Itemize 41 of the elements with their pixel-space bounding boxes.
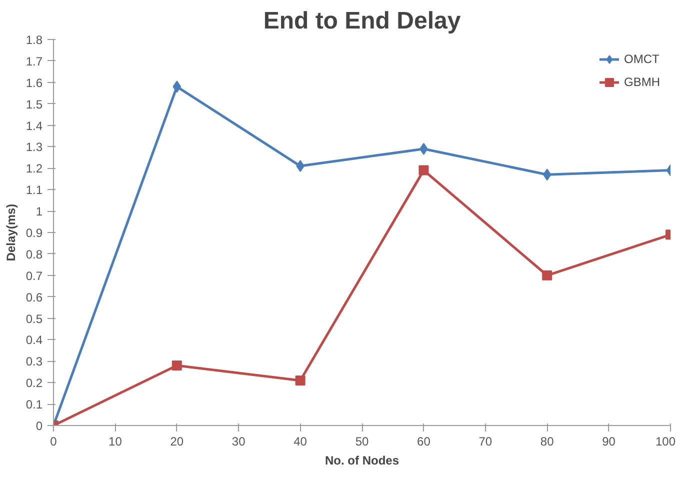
x-tick-label: 10 [108,434,122,448]
y-tick-label: 0.5 [26,312,43,326]
x-tick-label: 60 [417,434,431,448]
y-tick-label: 0.7 [26,268,43,283]
y-tick-label: 0.8 [26,247,43,262]
y-tick-label: 1 [36,204,43,219]
x-tick-label: 20 [170,434,184,448]
x-tick-label: 80 [540,434,554,448]
point [172,80,182,93]
legend-label: OMCT [624,52,660,66]
x-tick-label: 0 [50,434,58,448]
legend-label: GBMH [624,75,660,89]
x-tick-label: 70 [478,434,492,448]
chart-title: End to End Delay [263,8,462,34]
point [295,375,306,386]
y-tick-label: 1.1 [26,183,43,198]
x-tick-label: 50 [355,434,369,448]
y-tick-label: 1.2 [26,162,43,176]
x-tick-label: 40 [294,434,308,448]
y-tick-label: 1.3 [26,140,43,154]
y-tick-label: 0.1 [26,398,43,412]
x-tick-label: 90 [602,434,616,448]
x-tick-label: 30 [232,434,246,448]
y-tick-label: 0.2 [26,376,43,390]
point [172,360,182,370]
point [542,168,552,181]
y-tick-label: 1.6 [26,76,43,90]
y-tick-label: 0.9 [26,226,43,240]
y-tick-label: 1.8 [26,33,43,47]
y-tick-label: 0.3 [26,354,43,369]
y-tick-label: 0.6 [26,290,43,304]
point [418,165,429,176]
y-tick-label: 0 [36,419,43,433]
point [542,270,552,280]
y-tick-label: 1.7 [26,54,43,68]
x-axis-title: No. of Nodes [325,454,400,468]
y-tick-label: 1.5 [26,97,43,112]
x-tick-label: 100 [655,434,676,448]
y-tick-label: 1.4 [26,118,43,133]
y-tick-label: 0.4 [26,333,43,348]
y-axis-title: Delay(ms) [4,204,18,262]
